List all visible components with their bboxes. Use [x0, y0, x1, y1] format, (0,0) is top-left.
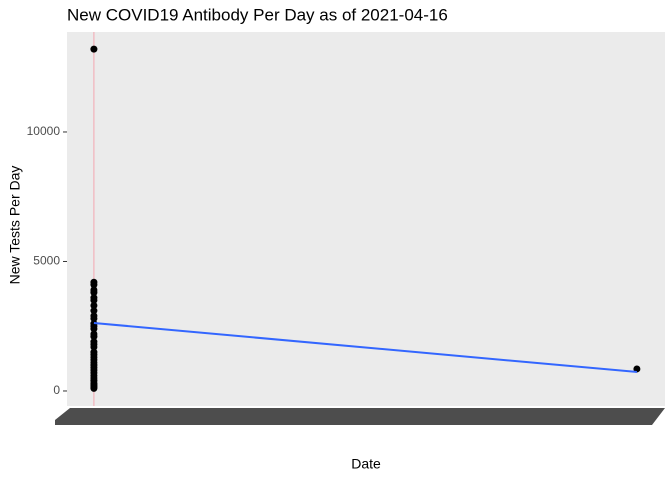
point: [90, 296, 98, 304]
point: [90, 45, 98, 53]
point: [90, 325, 98, 333]
point: [90, 302, 98, 310]
point: [90, 307, 98, 315]
point: [90, 384, 98, 392]
point: [633, 365, 641, 373]
y-tick-label: 10000: [27, 124, 61, 138]
chart-title: New COVID19 Antibody Per Day as of 2021-…: [67, 5, 448, 24]
y-tick-label: 0: [53, 383, 60, 397]
trend-line: [93, 321, 637, 373]
x-tick-label-overlap: [55, 408, 665, 425]
point: [90, 289, 98, 297]
point: [90, 314, 98, 322]
y-axis-label: New Tests Per Day: [7, 166, 23, 285]
panel: [67, 32, 665, 406]
y-tick-label: 5000: [33, 254, 60, 268]
point: [90, 343, 98, 351]
point: [90, 333, 98, 341]
point: [90, 281, 98, 289]
x-axis-label: Date: [351, 456, 381, 472]
